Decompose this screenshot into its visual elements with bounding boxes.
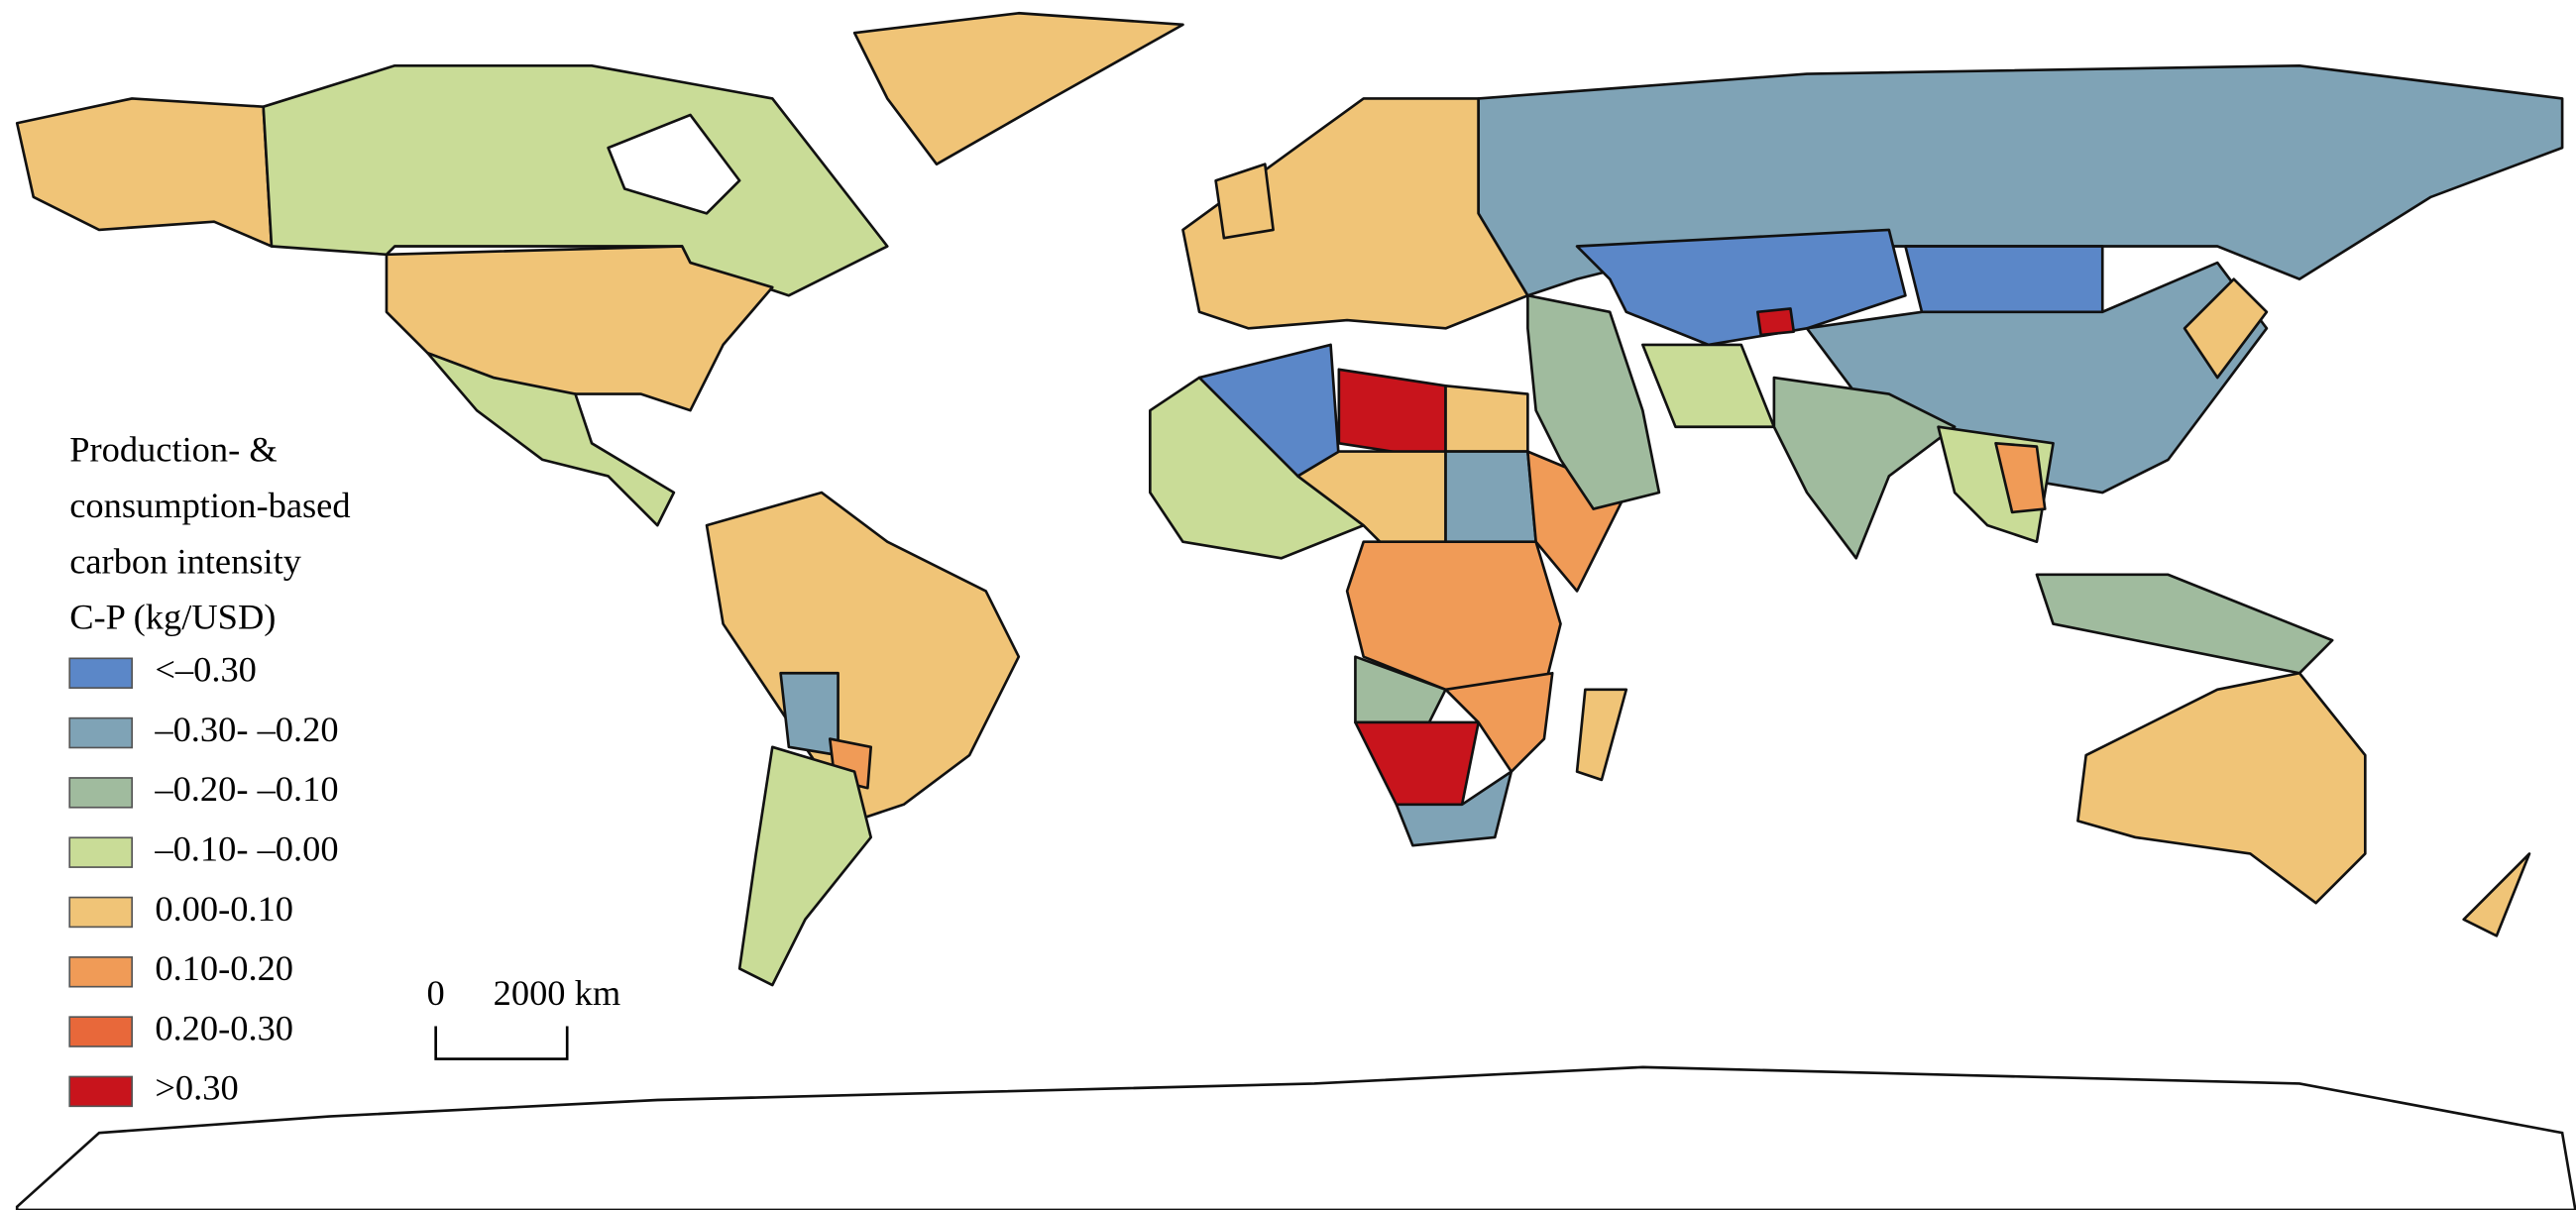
- scale-start-label: 0: [427, 973, 445, 1013]
- iran: [1641, 343, 1776, 429]
- legend-label: –0.30- –0.20: [154, 710, 338, 749]
- greenland: [852, 11, 1184, 165]
- new-zealand: [2462, 852, 2531, 937]
- countries: [15, 11, 2576, 1210]
- argentina-chile: [737, 745, 873, 987]
- antarctica: [15, 1065, 2576, 1210]
- legend-swatch: [68, 777, 133, 809]
- mexico: [426, 351, 676, 527]
- madagascar: [1575, 688, 1628, 782]
- legend-label: 0.20-0.30: [155, 1008, 293, 1047]
- usa: [385, 245, 774, 412]
- legend-title: consumption-based: [69, 486, 350, 525]
- south-africa: [1395, 770, 1513, 847]
- brazil: [705, 491, 1021, 823]
- legend-swatch: [68, 1075, 133, 1108]
- japan: [2183, 277, 2269, 380]
- mongolia: [1904, 245, 2104, 314]
- scale-end-label: 2000 km: [494, 973, 621, 1013]
- legend-label: <–0.30: [155, 650, 257, 690]
- legend-label: >0.30: [155, 1068, 238, 1108]
- scale-bar: 0 2000 km: [427, 973, 621, 1060]
- kazakhstan: [1575, 228, 1907, 347]
- australia: [2076, 671, 2367, 905]
- legend: Production- & consumption-based carbon int…: [68, 430, 351, 1108]
- legend-swatch: [68, 1016, 133, 1047]
- alaska: [15, 97, 274, 248]
- legend-swatch: [68, 896, 133, 929]
- legend-swatch: [68, 657, 133, 689]
- legend-label: 0.00-0.10: [155, 889, 293, 929]
- west-africa: [1149, 376, 1366, 560]
- europe: [1181, 97, 1529, 330]
- legend-swatch: [68, 836, 133, 868]
- legend-title: C-P (kg/USD): [69, 598, 276, 637]
- india: [1772, 376, 1957, 560]
- legend-label: –0.20- –0.10: [154, 769, 338, 809]
- tajikistan: [1755, 307, 1796, 337]
- legend-label: 0.10-0.20: [155, 948, 293, 988]
- mozambique: [1444, 671, 1554, 773]
- legend-swatch: [68, 716, 133, 749]
- vietnam: [1994, 441, 2047, 514]
- uk: [1214, 163, 1275, 240]
- hudson-bay: [607, 113, 741, 215]
- legend-label: –0.10- –0.00: [154, 829, 338, 869]
- scale-bar-line: [434, 1026, 569, 1060]
- namibia-botswana: [1354, 720, 1481, 807]
- libya: [1337, 368, 1447, 462]
- legend-title: Production- &: [69, 430, 278, 470]
- indonesia: [2035, 573, 2334, 675]
- middle-east: [1526, 293, 1661, 510]
- legend-swatch: [68, 956, 133, 988]
- legend-title: carbon intensity: [69, 541, 302, 581]
- egypt: [1444, 385, 1529, 453]
